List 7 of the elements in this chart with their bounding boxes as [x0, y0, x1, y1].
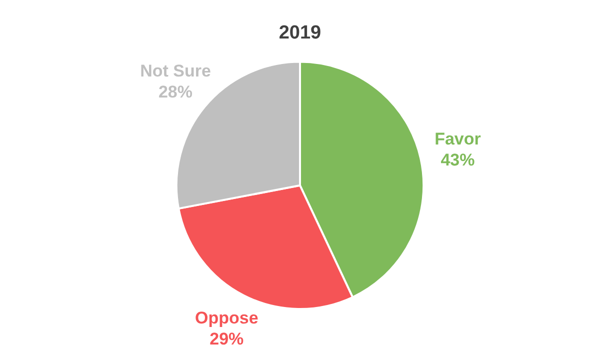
slice-label: Not Sure: [140, 62, 211, 81]
chart-title: 2019: [278, 22, 322, 44]
data-label: 43%: [440, 150, 475, 170]
slice-label: Oppose: [194, 308, 258, 328]
data-label: 29%: [210, 330, 244, 349]
slice-label: Favor: [434, 129, 482, 148]
data-label: 28%: [158, 82, 192, 102]
